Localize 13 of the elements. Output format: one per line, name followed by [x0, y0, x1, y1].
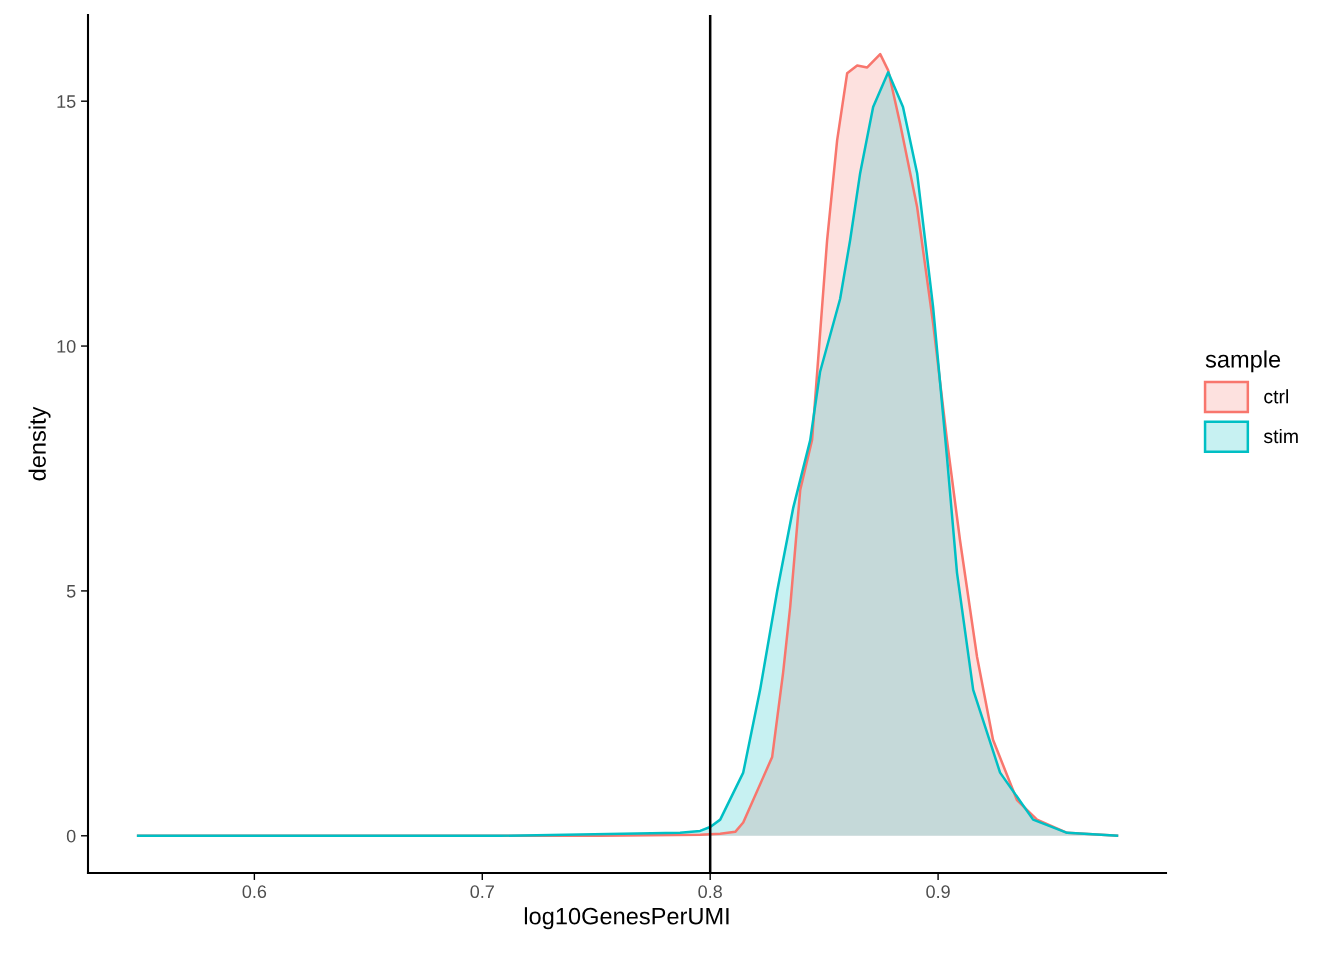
legend-label: ctrl	[1264, 389, 1289, 404]
x-tick-label: 0.9	[926, 885, 950, 899]
legend-label: stim	[1263, 428, 1298, 444]
y-tick-label: 15	[57, 95, 76, 108]
legend-title: sample	[1205, 350, 1281, 373]
x-tick-label: 0.8	[698, 885, 722, 899]
x-tick-label: 0.6	[242, 885, 267, 899]
x-tick-label: 0.7	[470, 885, 494, 899]
y-tick-label: 5	[66, 585, 76, 598]
y-axis-title: density	[28, 406, 51, 481]
y-tick-label: 0	[66, 829, 76, 843]
y-tick-label: 10	[57, 339, 76, 353]
x-axis-title: log10GenesPerUMI	[524, 907, 729, 930]
